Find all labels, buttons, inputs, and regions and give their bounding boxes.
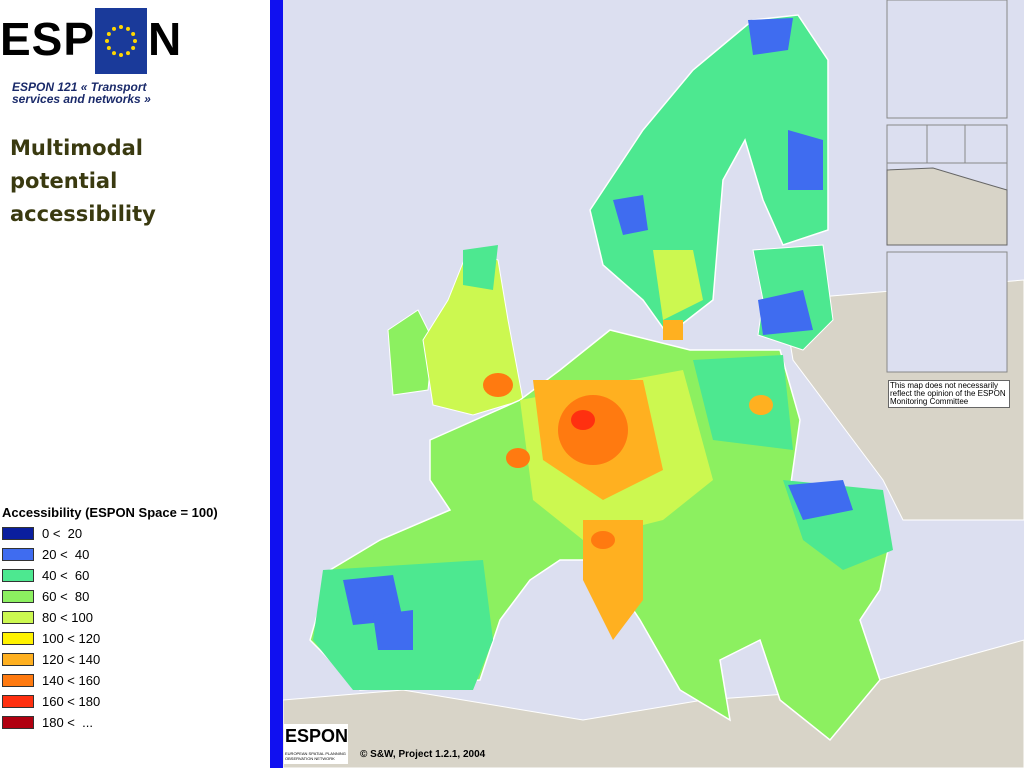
footer-logo-name: ESPON: [285, 726, 349, 746]
flag-star: [133, 39, 137, 43]
map: [283, 0, 1024, 768]
flag-star: [126, 51, 130, 56]
flag-star: [112, 26, 116, 31]
flag-star: [119, 25, 123, 29]
title: Multimodal potential accessibility: [10, 136, 156, 226]
frame-bar: [270, 0, 283, 768]
copyright: © S&W, Project 1.2.1, 2004: [360, 749, 486, 760]
footer-logo-tagline: EUROPEAN SPATIAL PLANNING OBSERVATION NE…: [285, 751, 346, 761]
legend-title: Accessibility (ESPON Space = 100): [2, 505, 218, 520]
side-panel: ESP N ESPON 121 « Transport services and…: [0, 0, 270, 768]
flag-star: [131, 46, 136, 50]
subtitle: ESPON 121 « Transport services and netwo…: [12, 80, 151, 106]
legend-label: 0 < 20: [42, 526, 83, 541]
legend-swatch: [2, 548, 34, 561]
legend-label: 180 < ...: [42, 715, 93, 730]
legend-swatch: [2, 695, 34, 708]
legend-label: 120 < 140: [42, 652, 101, 667]
legend-swatch: [2, 716, 34, 729]
flag-star: [126, 26, 130, 31]
footer-logo: ESPON EUROPEAN SPATIAL PLANNING OBSERVAT…: [284, 724, 348, 764]
logo-text: ESP: [0, 13, 96, 65]
legend-label: 80 < 100: [42, 610, 93, 625]
legend-swatch: [2, 653, 34, 666]
flag-star: [106, 46, 111, 50]
legend-swatch: [2, 632, 34, 645]
flag-star: [112, 51, 116, 56]
legend-label: 100 < 120: [42, 631, 101, 646]
disclaimer: This map does not necessarily reflect th…: [888, 380, 1010, 408]
legend-label: 60 < 80: [42, 589, 90, 604]
legend-label: 160 < 180: [42, 694, 101, 709]
legend-swatch: [2, 674, 34, 687]
flag-star: [131, 32, 136, 36]
legend-swatch: [2, 527, 34, 540]
legend-label: 140 < 160: [42, 673, 101, 688]
flag-star: [105, 39, 109, 43]
flag-star: [119, 53, 123, 57]
legend-swatch: [2, 611, 34, 624]
legend-label: 20 < 40: [42, 547, 90, 562]
eu-flag: [95, 8, 147, 74]
flag-star: [106, 32, 111, 36]
logo-text: N: [148, 13, 182, 65]
legend-swatch: [2, 569, 34, 582]
flag-stars: [105, 25, 137, 57]
legend-label: 40 < 60: [42, 568, 90, 583]
legend-swatch: [2, 590, 34, 603]
